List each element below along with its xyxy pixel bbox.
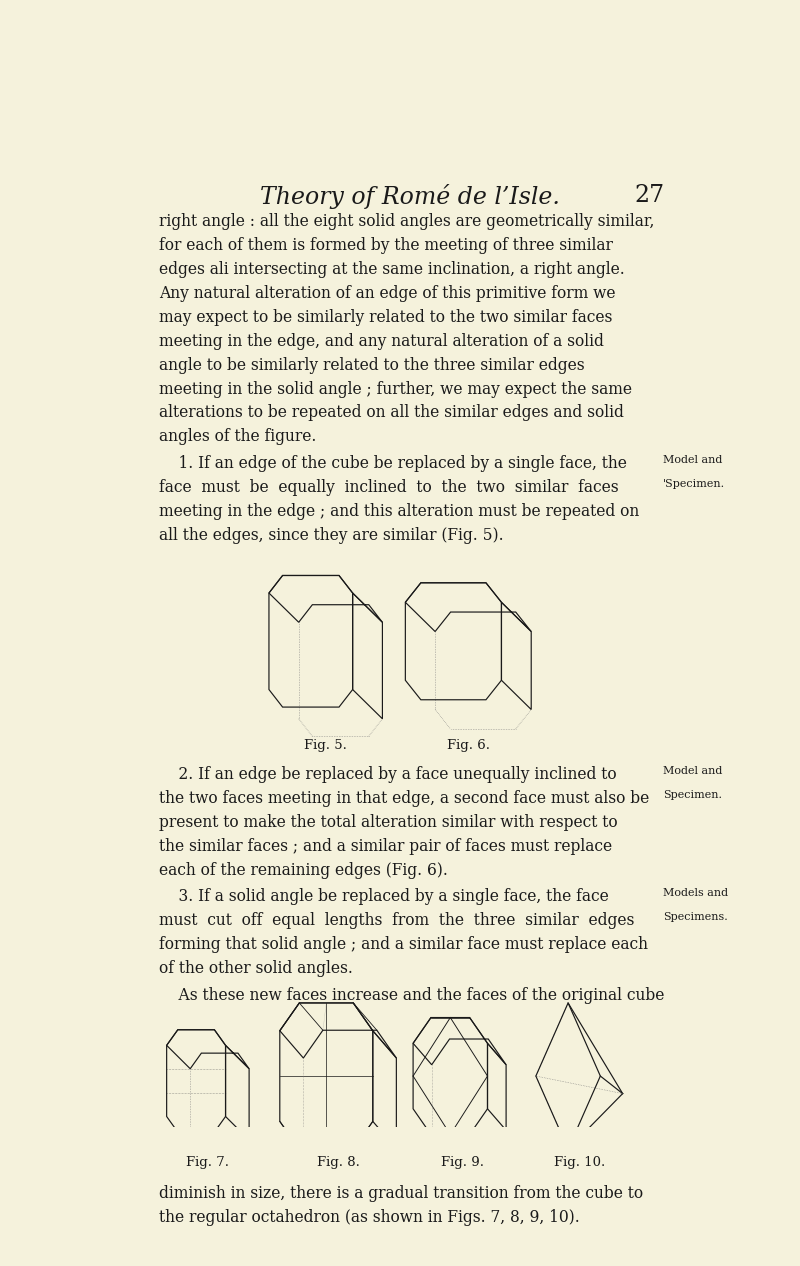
Text: Specimens.: Specimens. [663, 913, 728, 922]
Text: for each of them is formed by the meeting of three similar: for each of them is formed by the meetin… [159, 237, 613, 254]
Text: Model and: Model and [663, 766, 722, 776]
Text: may expect to be similarly related to the two similar faces: may expect to be similarly related to th… [159, 309, 612, 325]
Text: right angle : all the eight solid angles are geometrically similar,: right angle : all the eight solid angles… [159, 214, 654, 230]
Text: Models and: Models and [663, 889, 728, 899]
Text: each of the remaining edges (Fig. 6).: each of the remaining edges (Fig. 6). [159, 862, 448, 879]
Text: face  must  be  equally  inclined  to  the  two  similar  faces: face must be equally inclined to the two… [159, 479, 618, 496]
Text: the two faces meeting in that edge, a second face must also be: the two faces meeting in that edge, a se… [159, 790, 649, 806]
Text: the regular octahedron (as shown in Figs. 7, 8, 9, 10).: the regular octahedron (as shown in Figs… [159, 1209, 580, 1225]
Text: Fig. 9.: Fig. 9. [441, 1156, 483, 1169]
Text: Fig. 8.: Fig. 8. [317, 1156, 359, 1169]
Text: 3. If a solid angle be replaced by a single face, the face: 3. If a solid angle be replaced by a sin… [159, 889, 609, 905]
Text: alterations to be repeated on all the similar edges and solid: alterations to be repeated on all the si… [159, 404, 624, 422]
Text: Theory of Romé de l’Isle.: Theory of Romé de l’Isle. [260, 184, 560, 209]
Text: 27: 27 [634, 184, 664, 208]
Text: Fig. 5.: Fig. 5. [304, 739, 347, 752]
Text: Fig. 6.: Fig. 6. [446, 739, 490, 752]
Text: 2. If an edge be replaced by a face unequally inclined to: 2. If an edge be replaced by a face uneq… [159, 766, 617, 784]
Text: angle to be similarly related to the three similar edges: angle to be similarly related to the thr… [159, 357, 585, 373]
Text: meeting in the solid angle ; further, we may expect the same: meeting in the solid angle ; further, we… [159, 381, 632, 398]
Text: the similar faces ; and a similar pair of faces must replace: the similar faces ; and a similar pair o… [159, 838, 612, 855]
Text: diminish in size, there is a gradual transition from the cube to: diminish in size, there is a gradual tra… [159, 1185, 643, 1203]
Text: 1. If an edge of the cube be replaced by a single face, the: 1. If an edge of the cube be replaced by… [159, 454, 626, 472]
Text: meeting in the edge ; and this alteration must be repeated on: meeting in the edge ; and this alteratio… [159, 503, 639, 520]
Text: present to make the total alteration similar with respect to: present to make the total alteration sim… [159, 814, 618, 830]
Text: Fig. 10.: Fig. 10. [554, 1156, 606, 1169]
Text: must  cut  off  equal  lengths  from  the  three  similar  edges: must cut off equal lengths from the thre… [159, 913, 634, 929]
Text: of the other solid angles.: of the other solid angles. [159, 960, 353, 977]
Text: Any natural alteration of an edge of this primitive form we: Any natural alteration of an edge of thi… [159, 285, 615, 303]
Text: forming that solid angle ; and a similar face must replace each: forming that solid angle ; and a similar… [159, 936, 648, 953]
Text: meeting in the edge, and any natural alteration of a solid: meeting in the edge, and any natural alt… [159, 333, 604, 349]
Text: Fig. 7.: Fig. 7. [186, 1156, 230, 1169]
Text: edges ali intersecting at the same inclination, a right angle.: edges ali intersecting at the same incli… [159, 261, 625, 279]
Text: As these new faces increase and the faces of the original cube: As these new faces increase and the face… [159, 987, 664, 1004]
Text: 'Specimen.: 'Specimen. [663, 479, 725, 489]
Text: all the edges, since they are similar (Fig. 5).: all the edges, since they are similar (F… [159, 527, 503, 543]
Text: Specimen.: Specimen. [663, 790, 722, 800]
Text: angles of the figure.: angles of the figure. [159, 428, 316, 446]
Text: Model and: Model and [663, 454, 722, 465]
